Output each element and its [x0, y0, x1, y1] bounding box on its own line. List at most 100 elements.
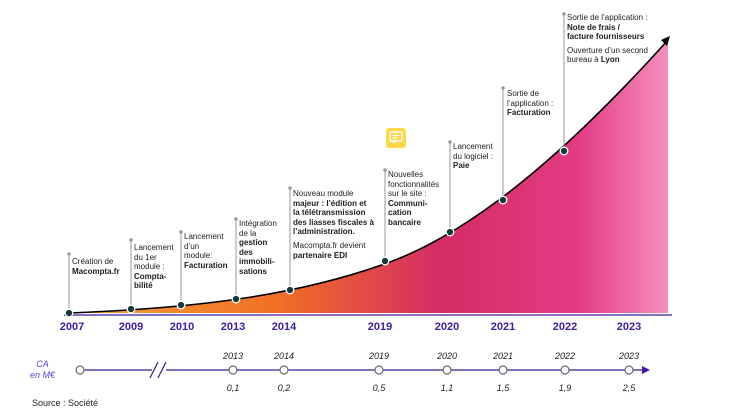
annotation-line: gestion [239, 238, 268, 248]
annotation-line: Ouverture d’un second [567, 45, 648, 55]
leader-dot-2021 [501, 86, 505, 90]
annotation-2007: Création de Macompta.fr [72, 257, 120, 276]
ca-title-line1: CA [36, 359, 49, 369]
node-2014 [285, 285, 295, 295]
leader-dot-2009 [129, 238, 133, 242]
ca-node-2023 [624, 365, 634, 375]
annotation-2014: Nouveau module majeur : l’édition et la té… [293, 189, 374, 260]
axis-year-2023: 2023 [616, 321, 642, 333]
axis-year-2019: 2019 [367, 321, 393, 333]
node-2021 [498, 195, 508, 205]
ca-year-2019: 2019 [368, 351, 390, 361]
ca-node-2007 [75, 365, 85, 375]
leader-dot-2022 [562, 12, 566, 16]
ca-break-1 [149, 361, 159, 379]
annotation-line: Lancement [134, 243, 174, 252]
leader-dot-2010 [179, 230, 183, 234]
node-2022 [559, 146, 569, 156]
annotation-line: Sortie de [507, 89, 540, 98]
ca-value-2019: 0,5 [372, 383, 386, 393]
node-2019 [380, 256, 390, 266]
ca-axis-arrowhead [642, 366, 650, 374]
ca-node-2021 [498, 365, 508, 375]
annotation-line: fonctionnalités [388, 179, 440, 189]
ca-value-2020: 1,1 [440, 383, 454, 393]
axis-year-2014: 2014 [271, 321, 297, 333]
annotation-line: sur le site : [388, 189, 427, 199]
ca-title: CA en M€ [30, 359, 55, 381]
annotation-line: d’un [184, 241, 200, 251]
annotation-line: bilité [134, 281, 153, 291]
axis-year-2022: 2022 [552, 321, 578, 333]
annotation-line: Intégration [239, 219, 277, 228]
ca-node-2022 [560, 365, 570, 375]
annotation-2021: Sortie de l’application : Facturation [507, 89, 553, 118]
leader-dot-2019 [383, 168, 387, 172]
leader-dot-2020 [448, 140, 452, 144]
annotation-line: bureau à Lyon [567, 55, 620, 65]
annotation-line: de la [239, 228, 257, 238]
annotation-line: cation [388, 208, 412, 218]
annotation-line: Facturation [184, 260, 228, 270]
annotation-line: Compta- [134, 271, 167, 281]
curve-nodes [64, 146, 569, 318]
ca-nodes [75, 365, 634, 375]
leader-dot-2013 [234, 217, 238, 221]
annotation-line: la télétransmission [293, 208, 366, 218]
ca-node-2013 [228, 365, 238, 375]
annotation-line: module: [184, 251, 213, 261]
annotation-line: Sortie de l’application : [567, 13, 648, 22]
source-note: Source : Société [32, 398, 99, 408]
annotation-line: bancaire [388, 217, 421, 227]
ca-node-2019 [374, 365, 384, 375]
annotation-line: du 1er [134, 252, 157, 262]
annotation-line: facture fournisseurs [567, 32, 645, 42]
annotation-2009: Lancement du 1er module : Compta-bilité [134, 243, 174, 291]
annotation-line: Création de [72, 257, 114, 266]
ca-year-2023: 2023 [618, 351, 640, 361]
ca-year-2020: 2020 [436, 351, 458, 361]
ca-value-2014: 0,2 [277, 383, 291, 393]
leader-dot-2014 [288, 186, 292, 190]
annotation-line: Macompta.fr [72, 266, 120, 276]
annotation-line: du logiciel : [453, 151, 494, 161]
axis-year-2020: 2020 [434, 321, 460, 333]
annotation-2010: Lancement d’un module: Facturation [184, 232, 228, 270]
comment-icon [386, 128, 406, 148]
ca-break-2 [157, 361, 167, 379]
annotation-line: immobili- [239, 257, 275, 267]
annotation-line: module : [134, 262, 165, 272]
annotation-line: l’application : [507, 98, 554, 108]
growth-area [69, 40, 668, 313]
annotation-2023: Sortie de l’application : Note de frais /… [567, 13, 648, 65]
annotation-line: sations [239, 266, 268, 276]
annotation-line: des liasses fiscales à [293, 217, 374, 227]
annotation-line: Lancement [453, 142, 493, 151]
annotation-line: Macompta.fr devient [293, 240, 366, 250]
annotation-line: majeur : l’édition et [293, 198, 367, 208]
annotation-line: Facturation [507, 108, 551, 118]
node-2007 [64, 308, 74, 318]
annotation-line: Lancement [184, 232, 224, 241]
ca-value-2023: 2,5 [622, 383, 636, 393]
annotation-line: Nouvelles [388, 170, 424, 179]
node-2013 [231, 294, 241, 304]
ca-title-line2: en M€ [30, 370, 56, 380]
growth-curve [68, 39, 669, 314]
annotation-line: des [239, 247, 253, 257]
axis-year-2007: 2007 [59, 321, 85, 333]
growth-arrowhead [661, 36, 670, 46]
annotation-2013: Intégration de la gestion des immobili-satio… [239, 219, 277, 277]
annotation-2020: Lancement du logiciel : Paie [453, 142, 493, 171]
ca-year-2013: 2013 [222, 351, 244, 361]
node-2010 [176, 300, 186, 310]
annotation-2019: Nouvelles fonctionnalités sur le site : Com… [388, 170, 439, 228]
ca-value-2013: 0,1 [226, 383, 240, 393]
ca-node-2014 [279, 365, 289, 375]
node-2020 [445, 227, 455, 237]
axis-year-2010: 2010 [169, 321, 195, 333]
ca-year-2022: 2022 [554, 351, 576, 361]
annotation-line: Paie [453, 161, 470, 171]
ca-node-2020 [442, 365, 452, 375]
